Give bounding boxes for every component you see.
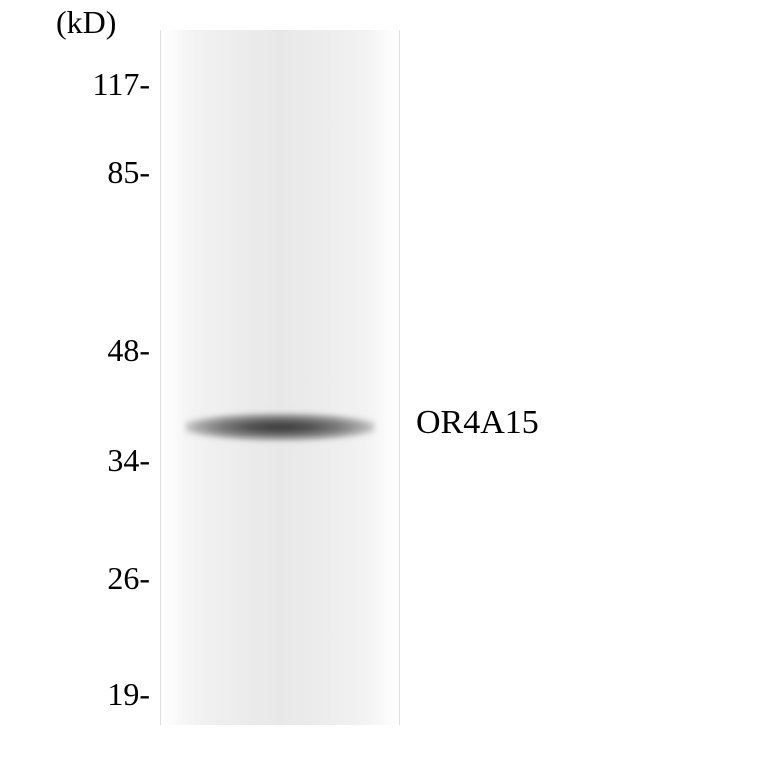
mw-marker: 34- xyxy=(60,442,150,479)
blot-lane xyxy=(160,30,400,725)
mw-marker: 85- xyxy=(60,154,150,191)
unit-label: (kD) xyxy=(56,4,116,41)
mw-marker: 26- xyxy=(60,560,150,597)
mw-marker: 19- xyxy=(60,676,150,713)
protein-band xyxy=(185,406,375,448)
mw-marker: 117- xyxy=(60,66,150,103)
mw-marker: 48- xyxy=(60,332,150,369)
blot-figure: { "unit_label": { "text": "(kD)", "fonts… xyxy=(0,0,764,764)
band-label: OR4A15 xyxy=(416,404,539,442)
